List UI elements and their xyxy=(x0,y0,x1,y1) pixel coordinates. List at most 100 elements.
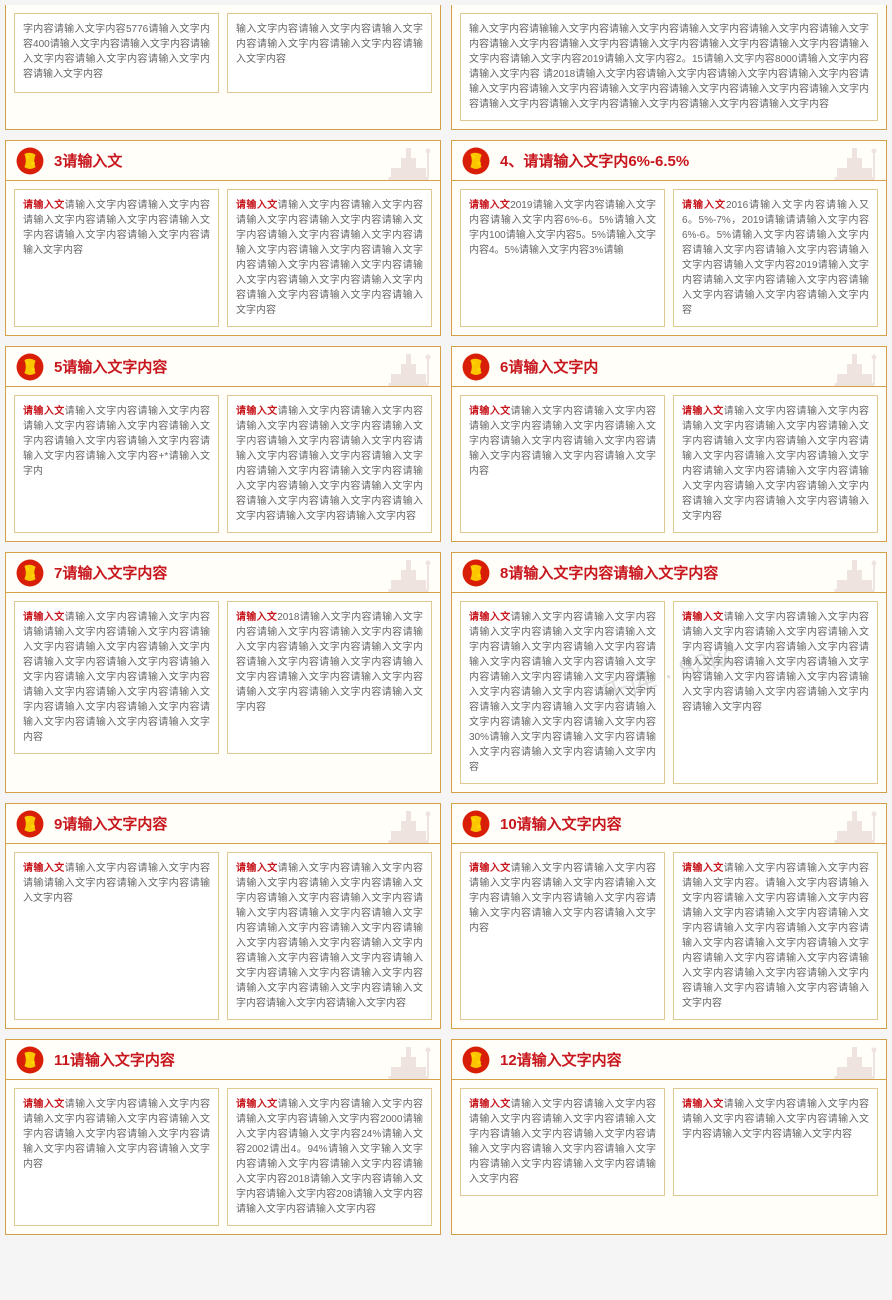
party-emblem-icon xyxy=(16,810,44,838)
text-content: 请输入文请输入文字内容请输入文字内容请输入文字内容请输入文字内容2000请输入文… xyxy=(236,1097,423,1217)
monument-icon xyxy=(832,555,882,593)
text-box: 请输入文请输入文字内容请输入文字内容请输入文字内容请输入文字内容请输入文字内容请… xyxy=(460,395,665,533)
text-content: 请输入文请输入文字内容请输入文字内容请输入文字内容请输入文字内容请输入文字内容请… xyxy=(236,404,423,524)
body-text: 请输入文字内容请输入文字内容请输请输入文字内容请输入文字内容请输入文字内容请输入… xyxy=(23,612,210,743)
panel-body: 请输入文请输入文字内容请输入文字内容请输入文字内容请输入文字内容请输入文字内容请… xyxy=(452,387,886,541)
party-emblem-icon xyxy=(16,1046,44,1074)
panel-title: 12请输入文字内容 xyxy=(500,1049,876,1070)
text-box: 请输入文请输入文字内容请输入文字内容请输入文字内容请输入文字内容请输入文字内容请… xyxy=(460,1088,665,1196)
panel-title: 4、请请输入文字内6%-6.5% xyxy=(500,150,876,171)
panel-12: 12请输入文字内容 请输入文请输入文字内容请输入文字内容请输入文字内容请输入文字… xyxy=(451,1039,887,1235)
text-box: 请输入文请输入文字内容请输入文字内容请输入文字内容请输入文字内容请输入文字内容请… xyxy=(227,395,432,533)
panel-4: 4、请请输入文字内6%-6.5% 请输入文2019请输入文字内容请输入文字内容请… xyxy=(451,140,887,336)
panel-header: 9请输入文字内容 xyxy=(6,804,440,844)
body-text: 请输入文字内容请输入文字内容请输入文字内容请输入文字内容请输入文字内容请输入文字… xyxy=(236,200,423,316)
red-label: 请输入文 xyxy=(469,863,511,874)
text-box: 请输入文2016请输入文字内容请输入又6。5%-7%，2019请输请请输入文字内… xyxy=(673,189,878,327)
monument-icon xyxy=(832,1042,882,1080)
monument-icon xyxy=(386,143,436,181)
panel-body: 输入文字内容请输输入文字内容请输入文字内容请输入文字内容请输入文字内容请输入文字… xyxy=(452,5,886,129)
text-content: 请输入文请输入文字内容请输入文字内容请输入文字内容请输入文字内容请输入文字内容请… xyxy=(236,198,423,318)
party-emblem-icon xyxy=(16,147,44,175)
text-content: 请输入文请输入文字内容请输入文字内容请输入文字内容请输入文字内容请输入文字内容请… xyxy=(682,1097,869,1142)
panel-body: 请输入文请输入文字内容请输入文字内容请输入文字内容请输入文字内容请输入文字内容请… xyxy=(6,181,440,335)
panels-grid: 字内容请输入文字内容5776请输入文字内容400请输入文字内容请输入文字内容请输… xyxy=(0,0,892,1240)
text-box: 请输入文请输入文字内容请输入文字内容请输请输入文字内容请输入文字内容请输入文字内… xyxy=(14,601,219,754)
party-emblem-icon xyxy=(16,353,44,381)
text-box: 输入文字内容请输输入文字内容请输入文字内容请输入文字内容请输入文字内容请输入文字… xyxy=(460,13,878,121)
panel-body: 请输入文2019请输入文字内容请输入文字内容请输入文字内容6%-6。5%请输入文… xyxy=(452,181,886,335)
panel-header: 10请输入文字内容 xyxy=(452,804,886,844)
text-content: 请输入文请输入文字内容请输入文字内容请输入文字内容请输入文字内容请输入文字内容请… xyxy=(23,404,210,479)
panel-8: 8请输入文字内容请输入文字内容 请输入文请输入文字内容请输入文字内容请输入文字内… xyxy=(451,552,887,793)
panel-body: 请输入文请输入文字内容请输入文字内容请输请输入文字内容请输入文字内容请输入文字内… xyxy=(6,844,440,1028)
party-emblem-icon xyxy=(462,559,490,587)
monument-icon xyxy=(386,806,436,844)
panel-title: 3请输入文 xyxy=(54,150,430,171)
body-text: 请输入文字内容请输入文字内容请输入文字内容请输入文字内容请输入文字内容请输入文字… xyxy=(236,863,423,1009)
panel-body: 请输入文请输入文字内容请输入文字内容请输入文字内容请输入文字内容请输入文字内容请… xyxy=(452,844,886,1028)
panel-title: 11请输入文字内容 xyxy=(54,1049,430,1070)
body-text: 请输入文字内容请输入文字内容请输入文字内容请输入文字内容请输入文字内容请输入文字… xyxy=(682,612,869,713)
red-label: 请输入文 xyxy=(236,200,278,211)
text-content: 请输入文请输入文字内容请输入文字内容请输入文字内容请输入文字内容请输入文字内容请… xyxy=(469,404,656,479)
red-label: 请输入文 xyxy=(23,200,65,211)
red-label: 请输入文 xyxy=(469,200,510,211)
red-label: 请输入文 xyxy=(682,863,724,874)
text-box: 请输入文请输入文字内容请输入文字内容请输入文字内容请输入文字内容请输入文字内容请… xyxy=(673,1088,878,1196)
panel-body: 请输入文请输入文字内容请输入文字内容请输入文字内容请输入文字内容请输入文字内容请… xyxy=(6,387,440,541)
text-content: 请输入文请输入文字内容请输入文字内容请输请输入文字内容请输入文字内容请输入文字内… xyxy=(23,861,210,906)
body-text: 请输入文字内容请输入文字内容请输入文字内容请输入文字内容请输入文字内容请输入文字… xyxy=(236,406,423,522)
panel-header: 6请输入文字内 xyxy=(452,347,886,387)
text-box: 请输入文请输入文字内容请输入文字内容请输入文字内容请输入文字内容请输入文字内容请… xyxy=(14,189,219,327)
red-label: 请输入文 xyxy=(23,612,65,623)
red-label: 请输入文 xyxy=(682,200,726,211)
text-box: 请输入文请输入文字内容请输入文字内容请输入文字内容请输入文字内容请输入文字内容请… xyxy=(14,1088,219,1226)
red-label: 请输入文 xyxy=(236,612,277,623)
panel-title: 7请输入文字内容 xyxy=(54,562,430,583)
panel-body: 请输入文请输入文字内容请输入文字内容请输入文字内容请输入文字内容请输入文字内容请… xyxy=(6,1080,440,1234)
red-label: 请输入文 xyxy=(469,1099,511,1110)
party-emblem-icon xyxy=(16,559,44,587)
panel-header: 7请输入文字内容 xyxy=(6,553,440,593)
red-label: 请输入文 xyxy=(23,406,65,417)
panel-body: 字内容请输入文字内容5776请输入文字内容400请输入文字内容请输入文字内容请输… xyxy=(6,5,440,101)
panel-body: 请输入文请输入文字内容请输入文字内容请输请输入文字内容请输入文字内容请输入文字内… xyxy=(6,593,440,762)
body-text: 输入文字内容请输输入文字内容请输入文字内容请输入文字内容请输入文字内容请输入文字… xyxy=(469,24,869,110)
text-content: 请输入文请输入文字内容请输入文字内容请输入文字内容请输入文字内容请输入文字内容请… xyxy=(682,404,869,524)
text-box: 请输入文请输入文字内容请输入文字内容请输入文字内容请输入文字内容请输入文字内容请… xyxy=(460,852,665,1020)
panel-header: 8请输入文字内容请输入文字内容 xyxy=(452,553,886,593)
panel-5: 5请输入文字内容 请输入文请输入文字内容请输入文字内容请输入文字内容请输入文字内… xyxy=(5,346,441,542)
text-box: 字内容请输入文字内容5776请输入文字内容400请输入文字内容请输入文字内容请输… xyxy=(14,13,219,93)
panel-body: 请输入文请输入文字内容请输入文字内容请输入文字内容请输入文字内容请输入文字内容请… xyxy=(452,1080,886,1204)
text-content: 请输入文请输入文字内容请输入文字内容请输入文字内容请输入文字内容请输入文字内容请… xyxy=(469,861,656,936)
panel-header: 3请输入文 xyxy=(6,141,440,181)
panel-7: 7请输入文字内容 请输入文请输入文字内容请输入文字内容请输请输入文字内容请输入文… xyxy=(5,552,441,793)
panel-header: 4、请请输入文字内6%-6.5% xyxy=(452,141,886,181)
panel-9: 9请输入文字内容 请输入文请输入文字内容请输入文字内容请输请输入文字内容请输入文… xyxy=(5,803,441,1029)
panel-title: 9请输入文字内容 xyxy=(54,813,430,834)
panel-title: 10请输入文字内容 xyxy=(500,813,876,834)
party-emblem-icon xyxy=(462,810,490,838)
panel-11: 11请输入文字内容 请输入文请输入文字内容请输入文字内容请输入文字内容请输入文字… xyxy=(5,1039,441,1235)
text-box: 请输入文请输入文字内容请输入文字内容请输入文字内容请输入文字内容请输入文字内容请… xyxy=(227,852,432,1020)
text-box: 请输入文2019请输入文字内容请输入文字内容请输入文字内容6%-6。5%请输入文… xyxy=(460,189,665,327)
monument-icon xyxy=(832,349,882,387)
party-emblem-icon xyxy=(462,147,490,175)
red-label: 请输入文 xyxy=(682,1099,724,1110)
body-text: 2018请输入文字内容请输入文字内容请输入文字内容请输入文字内容请输入文字内容请… xyxy=(236,612,423,713)
text-content: 请输入文2016请输入文字内容请输入又6。5%-7%，2019请输请请输入文字内… xyxy=(682,198,869,318)
red-label: 请输入文 xyxy=(236,406,278,417)
text-content: 请输入文请输入文字内容请输入文字内容请输入文字内容请输入文字内容请输入文字内容请… xyxy=(236,861,423,1011)
panel-3: 3请输入文 请输入文请输入文字内容请输入文字内容请输入文字内容请输入文字内容请输… xyxy=(5,140,441,336)
panel-top-left: 字内容请输入文字内容5776请输入文字内容400请输入文字内容请输入文字内容请输… xyxy=(5,5,441,130)
text-box: 请输入文请输入文字内容请输入文字内容请输请输入文字内容请输入文字内容请输入文字内… xyxy=(14,852,219,1020)
body-text: 输入文字内容请输入文字内容请输入文字内容请输入文字内容请输入文字内容请输入文字内… xyxy=(236,24,423,65)
body-text: 请输入文字内容请输入文字内容请输入文字内容请输入文字内容请输入文字内容请输入文字… xyxy=(469,612,656,773)
text-box: 请输入文请输入文字内容请输入文字内容请输入文字内容请输入文字内容请输入文字内容请… xyxy=(673,395,878,533)
text-box: 请输入文请输入文字内容请输入文字内容请输入文字内容请输入文字内容请输入文字内容请… xyxy=(227,189,432,327)
red-label: 请输入文 xyxy=(682,406,724,417)
text-content: 请输入文请输入文字内容请输入文字内容请输入文字内容请输入文字内容请输入文字内容请… xyxy=(23,198,210,258)
panel-10: 10请输入文字内容 请输入文请输入文字内容请输入文字内容请输入文字内容请输入文字… xyxy=(451,803,887,1029)
panel-title: 5请输入文字内容 xyxy=(54,356,430,377)
